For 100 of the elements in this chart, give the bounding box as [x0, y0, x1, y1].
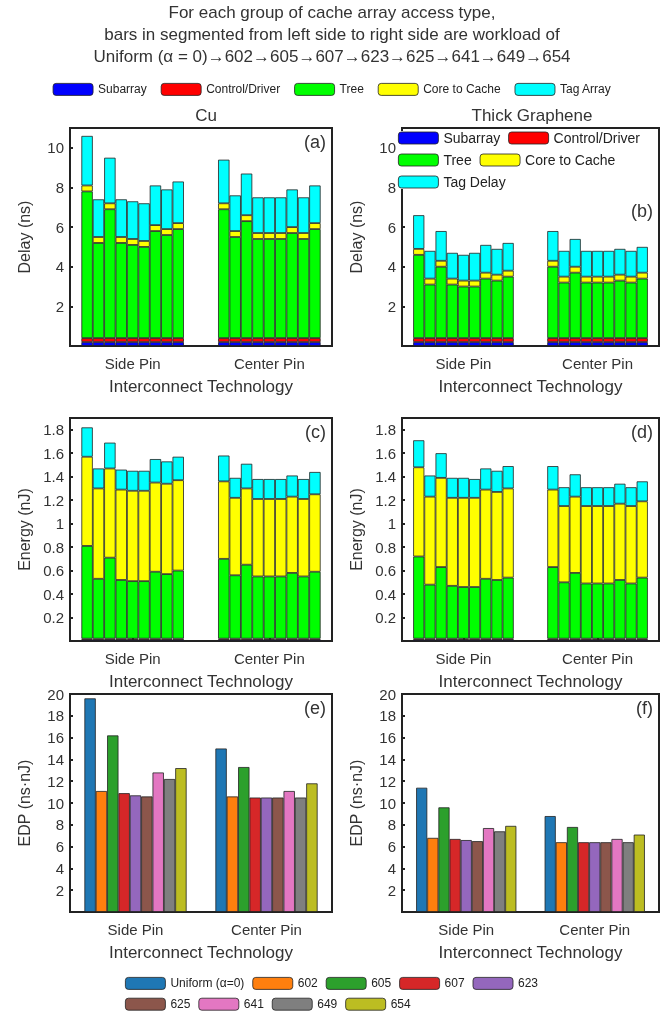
text: Uniform (α = 0)→602→605→607→623→625→641→649→654: [93, 47, 571, 66]
y-tick-label: 0.4: [375, 585, 396, 603]
x-tick-label: Side Pin: [435, 650, 492, 667]
y-tick-label: 1: [55, 515, 64, 533]
legend-label: 607: [444, 976, 465, 991]
y-axis-title: Energy (nJ): [15, 488, 33, 571]
x-tick-label: Center Pin: [562, 650, 633, 667]
y-axis-title: EDP (ns·nJ): [15, 759, 33, 847]
y-tick-label: 0.6: [375, 562, 396, 580]
y-tick-label: 4: [55, 258, 64, 276]
y-tick-label: 1.4: [375, 468, 396, 486]
legend-label: 649: [317, 997, 338, 1012]
x-tick-label: Side Pin: [435, 355, 492, 372]
y-tick-label: 2: [55, 297, 64, 315]
legend-label: Tree: [443, 152, 472, 168]
y-tick-label: 16: [47, 729, 64, 747]
annotation: (b): [631, 201, 653, 221]
y-tick-label: 0.4: [43, 585, 64, 603]
y-tick-label: 0.8: [43, 538, 64, 556]
x-tick-label: Center Pin: [233, 355, 305, 372]
y-tick-label: 10: [379, 139, 396, 157]
y-tick-label: 4: [387, 859, 396, 877]
y-tick-label: 20: [47, 685, 64, 703]
legend-label: Core to Cache: [525, 152, 616, 168]
legend-label: Tag Delay: [443, 174, 506, 190]
y-tick-label: 20: [379, 685, 396, 703]
legend-label: 654: [390, 997, 412, 1012]
y-tick-label: 18: [379, 707, 396, 725]
x-tick-label: Side Pin: [104, 355, 161, 372]
y-tick-label: 10: [379, 794, 396, 812]
y-tick-label: 1.8: [43, 421, 64, 439]
y-tick-label: 6: [387, 218, 396, 236]
text: bars in segmented from left side to right side are workload of: [104, 25, 560, 44]
x-tick-label: Center Pin: [233, 650, 305, 667]
y-tick-label: 18: [47, 707, 64, 725]
y-tick-label: 6: [55, 838, 64, 856]
legend-label: 625: [170, 997, 191, 1012]
y-tick-label: 1.8: [375, 421, 396, 439]
y-tick-label: 1: [387, 515, 396, 533]
legend-label: 602: [297, 976, 319, 991]
chart-title: Cu: [195, 106, 217, 125]
y-axis-title: Delay (ns): [15, 200, 33, 274]
y-tick-label: 2: [387, 297, 396, 315]
y-tick-label: 1.4: [43, 468, 64, 486]
y-axis-title: Delay (ns): [347, 200, 365, 274]
annotation: (d): [631, 422, 653, 442]
annotation: (c): [305, 422, 327, 442]
legend-label: Core to Cache: [423, 82, 501, 97]
y-tick-label: 2: [55, 881, 64, 899]
y-tick-label: 1.6: [43, 444, 64, 462]
x-tick-label: Side Pin: [107, 921, 164, 938]
y-axis-title: EDP (ns·nJ): [347, 759, 365, 847]
legend-label: Control/Driver: [206, 82, 281, 97]
y-tick-label: 0.2: [43, 609, 64, 627]
y-tick-label: 2: [387, 881, 396, 899]
y-tick-label: 6: [387, 838, 396, 856]
y-tick-label: 8: [387, 178, 396, 196]
y-tick-label: 10: [47, 794, 64, 812]
y-tick-label: 6: [55, 218, 64, 236]
legend-label: Control/Driver: [553, 130, 641, 146]
y-axis-title: Energy (nJ): [347, 488, 365, 571]
y-tick-label: 8: [55, 816, 64, 834]
legend-label: 641: [243, 997, 265, 1012]
x-axis-title: Interconnect Technology: [438, 943, 623, 962]
x-axis-title: Interconnect Technology: [109, 377, 294, 396]
y-tick-label: 10: [47, 139, 64, 157]
text: For each group of cache array access type,: [168, 3, 496, 22]
x-axis-title: Interconnect Technology: [109, 672, 294, 691]
y-tick-label: 1.6: [375, 444, 396, 462]
x-tick-label: Center Pin: [231, 921, 302, 938]
y-tick-label: 8: [387, 816, 396, 834]
legend-label: 605: [371, 976, 392, 991]
y-tick-label: 8: [55, 178, 64, 196]
chart-title: Thick Graphene: [471, 106, 593, 125]
x-axis-title: Interconnect Technology: [438, 672, 623, 691]
x-tick-label: Center Pin: [562, 355, 633, 372]
annotation: (a): [304, 132, 326, 152]
y-tick-label: 14: [47, 750, 64, 768]
y-tick-label: 14: [379, 750, 396, 768]
legend-label: Subarray: [443, 130, 501, 146]
x-tick-label: Center Pin: [559, 921, 631, 938]
y-tick-label: 1.2: [43, 491, 64, 509]
annotation: (e): [304, 698, 326, 718]
x-tick-label: Side Pin: [438, 921, 495, 938]
y-tick-label: 0.8: [375, 538, 396, 556]
y-tick-label: 4: [387, 258, 396, 276]
y-tick-label: 0.6: [43, 562, 64, 580]
legend-label: 623: [518, 976, 539, 991]
legend-label: Subarray: [98, 82, 147, 97]
x-tick-label: Side Pin: [104, 650, 161, 667]
y-tick-label: 4: [55, 859, 64, 877]
y-tick-label: 0.2: [375, 609, 396, 627]
x-axis-title: Interconnect Technology: [438, 377, 623, 396]
legend-label: Uniform (α=0): [170, 976, 245, 991]
y-tick-label: 1.2: [375, 491, 396, 509]
y-tick-label: 12: [379, 772, 396, 790]
annotation: (f): [636, 698, 654, 718]
y-tick-label: 16: [379, 729, 396, 747]
x-axis-title: Interconnect Technology: [109, 943, 294, 962]
legend-label: Tag Array: [559, 82, 611, 97]
